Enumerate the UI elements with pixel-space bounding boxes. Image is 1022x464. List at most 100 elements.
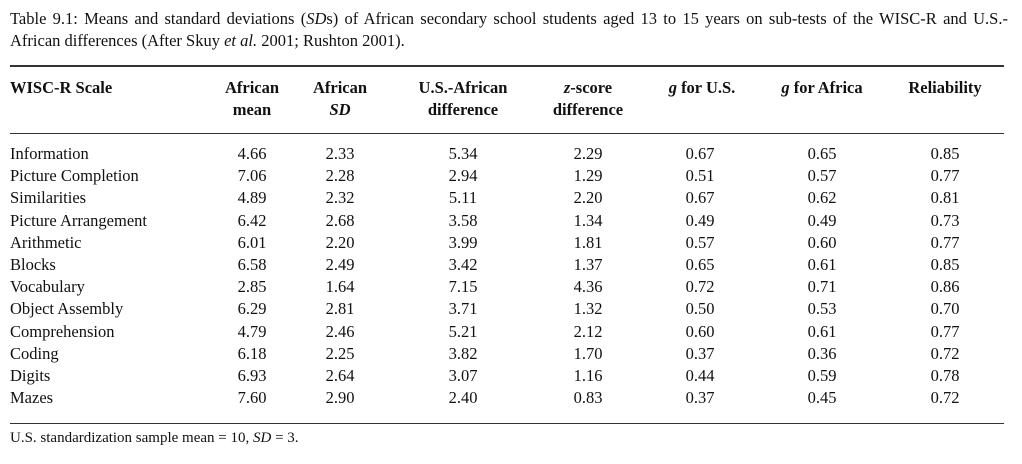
table-cell: 0.37 [685, 388, 715, 408]
header-cell: g for Africa [781, 77, 862, 99]
table-cell: 4.36 [573, 277, 603, 297]
header-cell: African SD [313, 77, 367, 121]
table-cell: 0.37 [685, 343, 715, 363]
row-label: Digits [10, 366, 51, 385]
table-cell: 0.57 [807, 166, 837, 186]
table-cell: 0.61 [807, 321, 837, 341]
header-text: for Africa [789, 78, 863, 97]
table-cell: 3.82 [448, 343, 478, 363]
table-cell: 6.93 [237, 366, 267, 385]
table-cell: 0.72 [930, 388, 960, 408]
header-cell: z-score difference [553, 77, 623, 121]
table-cell: 0.83 [573, 388, 603, 408]
bottom-rule [10, 423, 1004, 424]
header-text: African [224, 78, 280, 97]
table-cell: 0.59 [807, 366, 837, 385]
header-text: SD [329, 100, 351, 119]
table-cell: 1.81 [573, 232, 603, 252]
table-cell: 5.34 [448, 144, 478, 163]
table-cell: 1.70 [573, 343, 603, 363]
table-cell: 2.25 [325, 343, 355, 363]
header-text: African [312, 78, 368, 97]
table-cell: 0.70 [930, 299, 960, 319]
header-text: mean [232, 100, 272, 119]
table-cell: 2.20 [573, 188, 603, 208]
table-cell: 3.71 [448, 299, 478, 319]
table-cell: 2.85 [237, 277, 267, 297]
table-cell: 2.33 [325, 144, 355, 163]
table-cell: 0.72 [930, 343, 960, 363]
header-cell: g for U.S. [669, 77, 736, 99]
table-cell: 3.42 [448, 255, 478, 274]
row-label: Mazes [10, 388, 54, 408]
table-cell: 0.77 [930, 166, 960, 186]
table-cell: 0.67 [685, 188, 715, 208]
table-cell: 1.64 [325, 277, 355, 297]
table-cell: 7.60 [237, 388, 267, 408]
table-cell: 2.32 [325, 188, 355, 208]
table-cell: 1.29 [573, 166, 603, 186]
footnote-text: U.S. standardization sample mean = 10, [10, 430, 253, 446]
header-rule [10, 133, 1004, 134]
table-cell: 2.46 [325, 321, 355, 341]
table-cell: 0.67 [685, 144, 715, 163]
table-cell: 2.40 [448, 388, 478, 408]
table-cell: 2.20 [325, 232, 355, 252]
table-caption: Table 9.1: Means and standard deviations… [10, 8, 1008, 52]
caption-italic: SD [306, 9, 327, 28]
table-cell: 2.12 [573, 321, 603, 341]
table-cell: 1.34 [573, 210, 603, 230]
row-label: Comprehension [10, 321, 115, 341]
row-label: Object Assembly [10, 299, 124, 319]
table-cell: 0.51 [685, 166, 715, 186]
table-cell: 0.49 [807, 210, 837, 230]
table-cell: 0.77 [930, 321, 960, 341]
footnote-text: = 3. [271, 430, 299, 446]
table-cell: 6.01 [237, 232, 267, 252]
table-cell: 0.36 [807, 343, 837, 363]
table-cell: 0.61 [807, 255, 837, 274]
table-cell: 3.58 [448, 210, 478, 230]
table-cell: 0.57 [685, 232, 715, 252]
table-cell: 0.65 [807, 144, 837, 163]
header-text: z [563, 78, 571, 97]
header-cell: U.S.-African difference [419, 77, 508, 121]
row-label: Coding [10, 343, 59, 363]
table-cell: 2.94 [448, 166, 478, 186]
table-cell: 0.73 [930, 210, 960, 230]
header-cell: WISC-R Scale [10, 77, 112, 99]
table-cell: 0.49 [685, 210, 715, 230]
caption-text: Table 9.1: Means and standard deviations… [10, 9, 307, 28]
top-rule [10, 65, 1004, 67]
caption-text: 2001; Rushton 2001). [257, 31, 405, 50]
table-cell: 2.64 [325, 366, 355, 385]
table-cell: 0.53 [807, 299, 837, 319]
table-cell: 5.21 [448, 321, 478, 341]
table-cell: 2.29 [573, 144, 603, 163]
row-label: Picture Completion [10, 166, 139, 186]
table-cell: 6.42 [237, 210, 267, 230]
header-cell: African mean [225, 77, 279, 121]
table-cell: 0.85 [930, 144, 960, 163]
table-cell: 1.37 [573, 255, 603, 274]
table-cell: 0.60 [807, 232, 837, 252]
header-text: for U.S. [676, 78, 736, 97]
table-cell: 4.79 [237, 321, 267, 341]
row-label: Blocks [10, 255, 56, 274]
row-label: Vocabulary [10, 277, 85, 297]
caption-text: s) of African secondary school students … [10, 9, 1008, 50]
header-text: difference [427, 100, 499, 119]
table-cell: 0.81 [930, 188, 960, 208]
row-label: Similarities [10, 188, 87, 208]
table-cell: 0.45 [807, 388, 837, 408]
table-cell: 2.49 [325, 255, 355, 274]
caption-italic: et al. [224, 31, 258, 50]
table-cell: 3.99 [448, 232, 478, 252]
header-cell: Reliability [908, 77, 981, 99]
footnote-italic: SD [253, 430, 272, 446]
table-cell: 0.50 [685, 299, 715, 319]
table-cell: 2.28 [325, 166, 355, 186]
table-footnote: U.S. standardization sample mean = 10, S… [10, 430, 299, 447]
table-cell: 0.60 [685, 321, 715, 341]
